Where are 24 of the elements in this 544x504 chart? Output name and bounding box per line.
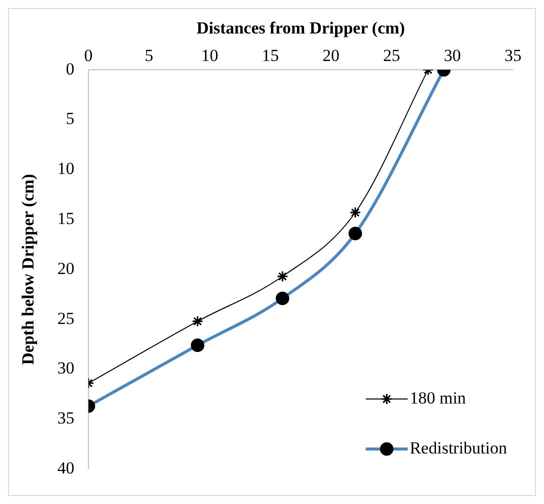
x-axis-title: Distances from Dripper (cm) [196,18,405,38]
y-axis-title: Depth below Dripper (cm) [18,174,38,365]
y-tick-label: 5 [66,109,74,128]
x-tick-label: 0 [84,46,93,66]
x-tick-label: 25 [383,46,400,66]
x-tick-label: 20 [322,46,340,66]
point [350,206,362,218]
y-tick-label: 0 [66,59,74,78]
x-tick-label: 5 [144,46,154,66]
y-tick-label: 10 [57,159,74,178]
y-tick-label: 15 [57,208,74,228]
x-tick-label: 35 [504,46,522,66]
point [276,270,288,282]
point [192,316,204,328]
x-tick-label: 10 [201,46,218,66]
legend-label: Redistribution [410,438,508,458]
legend-label: 180 min [410,388,466,408]
x-tick-label: 30 [444,46,461,66]
y-tick-label: 40 [57,458,74,478]
x-tick-label: 15 [262,46,279,66]
y-tick-label: 30 [57,358,74,378]
y-tick-label: 25 [57,308,74,328]
y-tick-label: 35 [57,408,74,428]
y-tick-label: 20 [57,258,74,278]
